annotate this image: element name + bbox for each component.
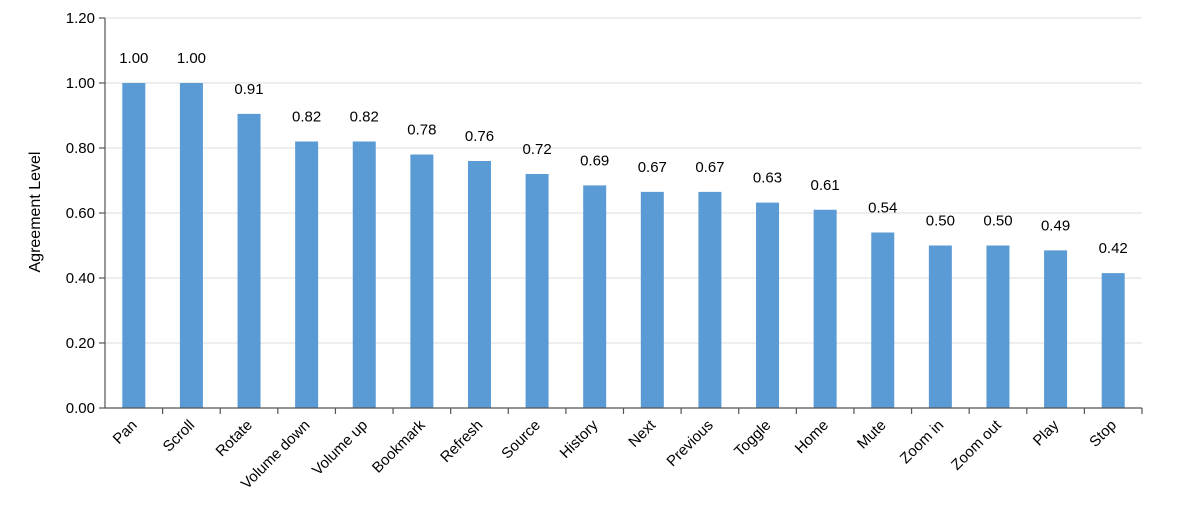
x-tick-label: Rotate <box>213 417 256 460</box>
data-label: 0.42 <box>1099 240 1128 257</box>
data-label: 0.50 <box>926 213 955 230</box>
y-tick-label: 0.00 <box>66 400 95 417</box>
bar <box>467 161 491 408</box>
y-tick-label: 0.40 <box>66 270 95 287</box>
data-label: 1.00 <box>119 50 148 67</box>
gridlines <box>105 17 1142 344</box>
data-label: 1.00 <box>177 50 206 67</box>
bar <box>756 202 780 408</box>
bar <box>928 245 952 408</box>
y-tick-label: 1.20 <box>66 10 95 27</box>
data-label: 0.76 <box>465 128 494 145</box>
bar <box>698 191 722 408</box>
data-label: 0.49 <box>1041 217 1070 234</box>
x-tick-label: Play <box>1030 416 1063 449</box>
data-label: 0.67 <box>638 159 667 176</box>
bar <box>179 83 203 408</box>
data-label: 0.54 <box>868 200 897 217</box>
x-tick-label: Next <box>625 416 659 450</box>
data-labels: 1.00 1.00 0.91 0.82 0.82 0.78 0.76 0.72 0.69 0.67… <box>119 50 1128 257</box>
bar <box>410 154 434 408</box>
data-label: 0.61 <box>811 177 840 194</box>
bar <box>1044 250 1068 408</box>
x-tick-label: Previous <box>663 417 716 470</box>
x-tick-label: Home <box>792 417 832 457</box>
bar <box>525 174 549 408</box>
y-tick-label: 0.20 <box>66 335 95 352</box>
x-tick-label: Mute <box>854 417 890 453</box>
x-tick-label: History <box>557 416 602 461</box>
bar <box>1101 273 1125 408</box>
bar <box>986 245 1010 408</box>
y-axis-title: Agreement Level <box>27 152 44 273</box>
x-tick-label: Source <box>498 417 544 463</box>
y-tick-label: 0.80 <box>66 140 95 157</box>
y-axis-ticks: 0.00 0.20 0.40 0.60 0.80 1.00 1.20 <box>66 10 105 417</box>
bar <box>122 83 146 408</box>
data-label: 0.69 <box>580 152 609 169</box>
x-tick-label: Scroll <box>160 417 199 456</box>
bar <box>813 209 837 408</box>
x-tick-label: Zoom out <box>948 416 1005 473</box>
bar <box>295 141 319 408</box>
x-tick-label: Zoom in <box>897 417 947 467</box>
data-label: 0.78 <box>407 122 436 139</box>
y-tick-label: 0.60 <box>66 205 95 222</box>
data-label: 0.82 <box>292 109 321 126</box>
x-tick-label: Pan <box>110 417 141 448</box>
y-tick-label: 1.00 <box>66 75 95 92</box>
x-tick-label: Bookmark <box>369 416 429 476</box>
bar <box>237 113 261 408</box>
bar <box>640 191 664 408</box>
x-tick-label: Volume up <box>309 417 371 479</box>
data-label: 0.82 <box>350 109 379 126</box>
bar <box>871 232 895 408</box>
data-label: 0.63 <box>753 170 782 187</box>
data-label: 0.72 <box>522 141 551 158</box>
x-tick-label: Toggle <box>731 417 774 460</box>
data-label: 0.91 <box>234 81 263 98</box>
data-label: 0.50 <box>983 213 1012 230</box>
data-label: 0.67 <box>695 159 724 176</box>
bar <box>352 141 376 408</box>
x-tick-label: Stop <box>1086 417 1120 451</box>
x-tick-label: Refresh <box>437 417 486 466</box>
bars <box>122 83 1125 408</box>
bar <box>583 185 607 408</box>
